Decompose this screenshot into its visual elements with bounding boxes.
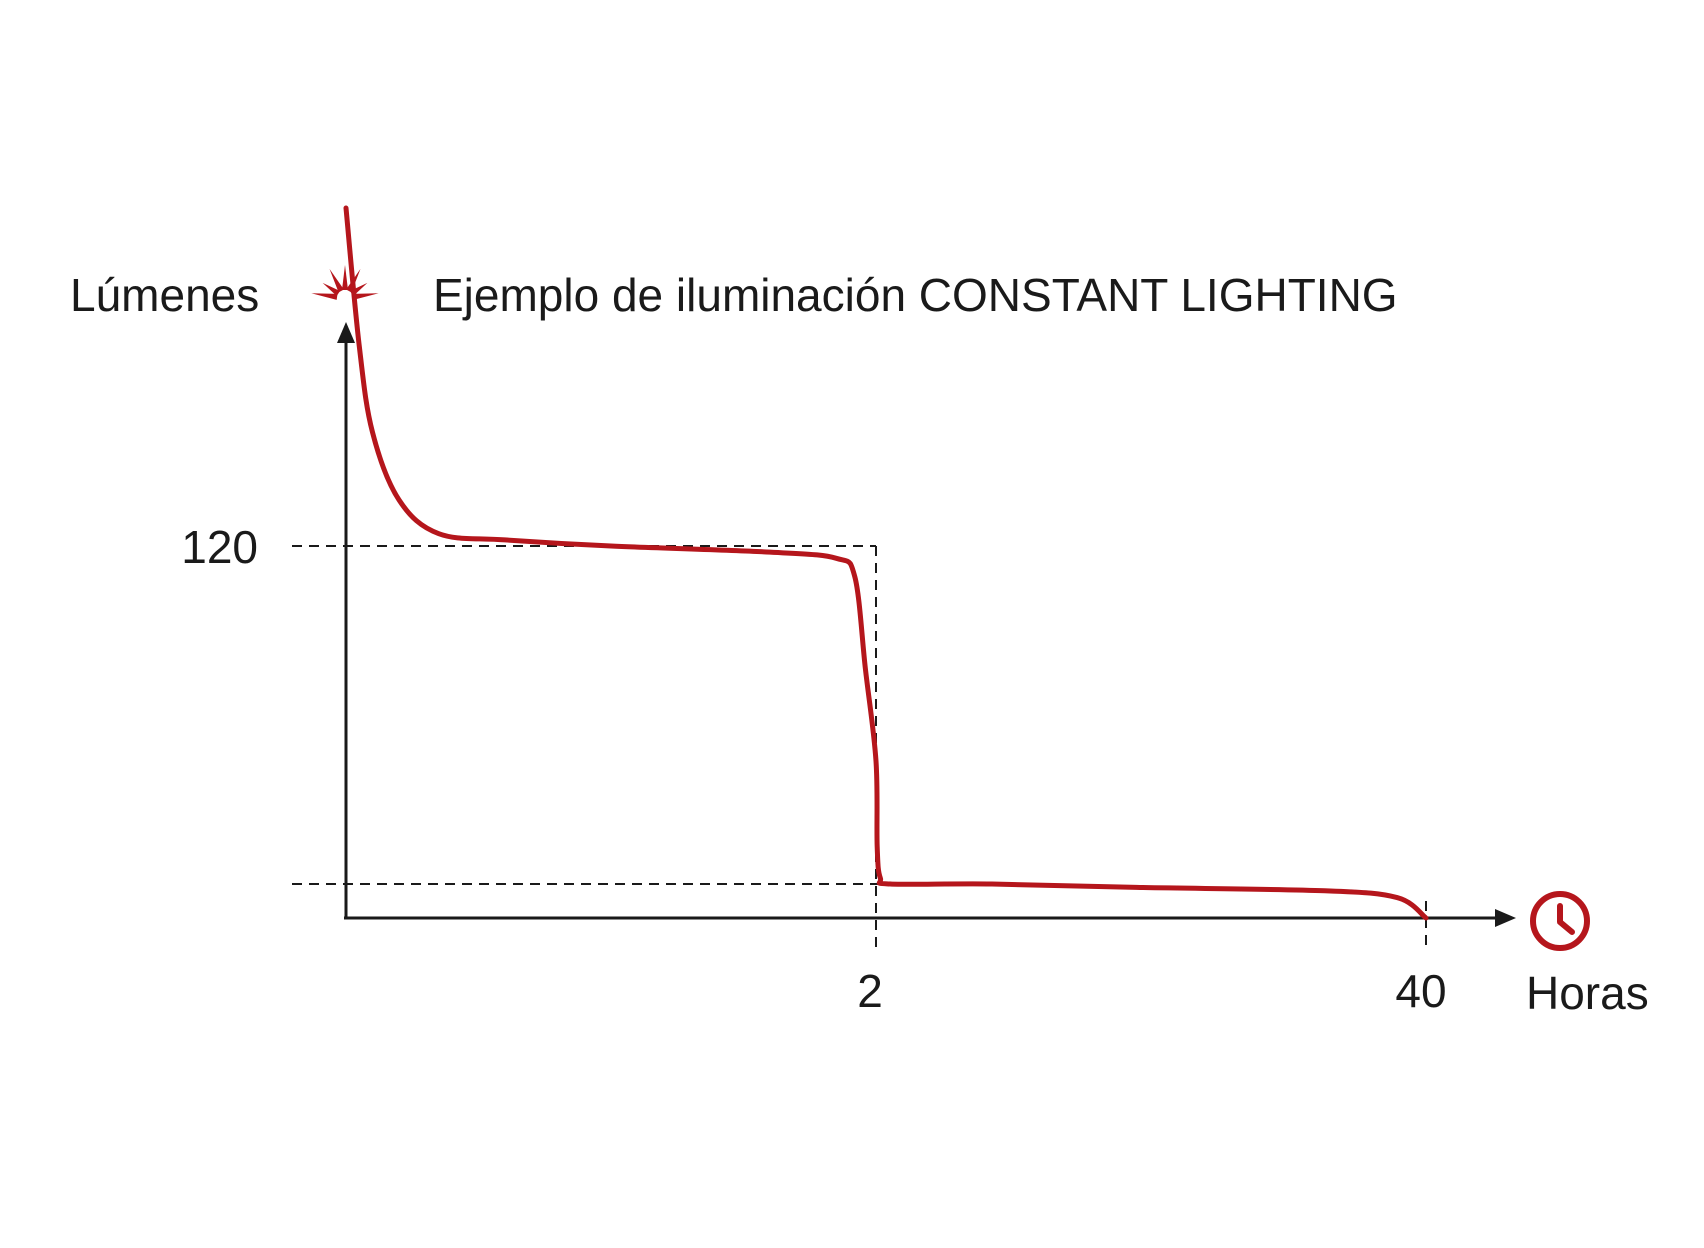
series-layer [343, 205, 1429, 921]
chart-title: Ejemplo de iluminación CONSTANT LIGHTING [433, 269, 1398, 321]
axes [337, 322, 1516, 927]
y-tick-label-120: 120 [181, 521, 258, 573]
x-axis-arrow [1495, 909, 1516, 927]
series-line-0 [343, 205, 1429, 921]
x-tick-label-40: 40 [1395, 965, 1447, 1017]
x-axis-label: Horas [1526, 967, 1649, 1019]
x-tick-label-2: 2 [857, 965, 883, 1017]
y-axis-label: Lúmenes [70, 269, 260, 321]
sun-icon [311, 265, 379, 300]
clock-icon [1530, 891, 1590, 951]
y-axis-arrow [337, 322, 355, 343]
